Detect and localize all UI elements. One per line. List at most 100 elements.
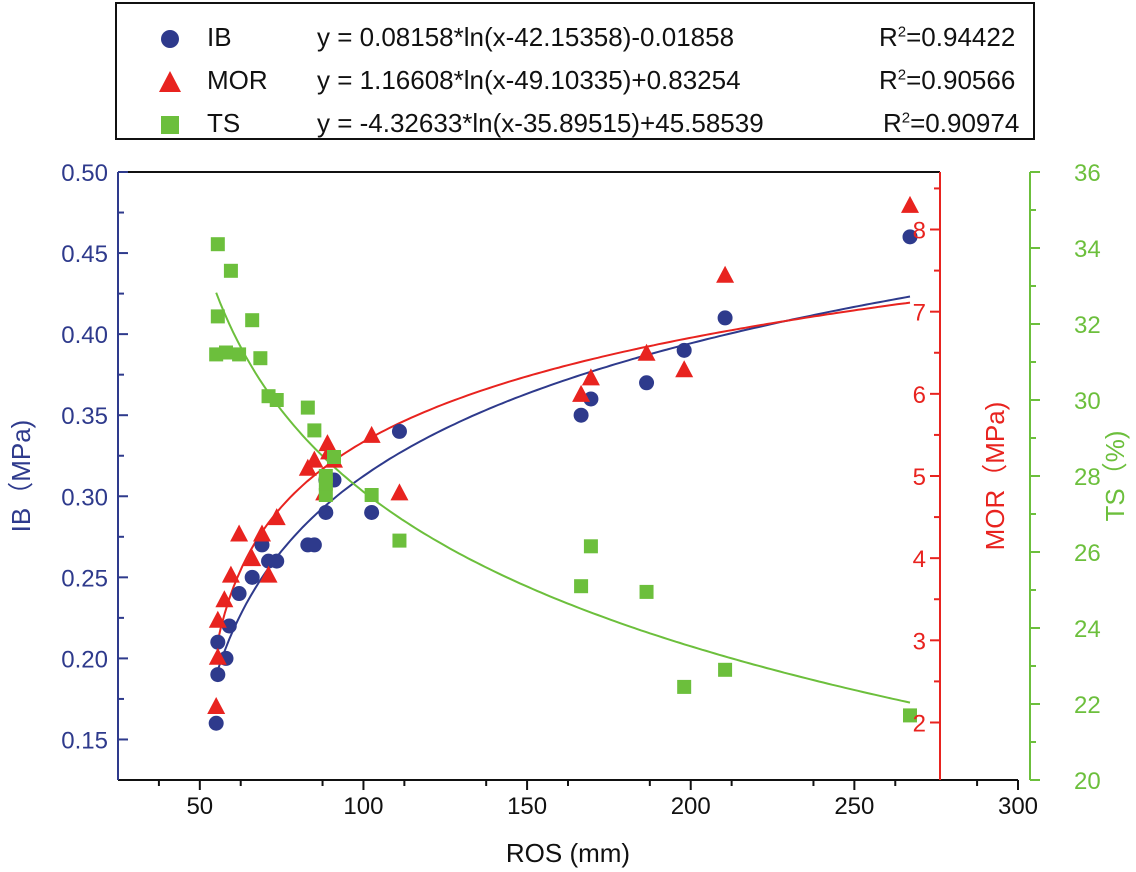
ts-axis-title: TS（%) bbox=[1100, 430, 1130, 521]
ts-tick-label: 36 bbox=[1074, 160, 1101, 187]
mor-point bbox=[581, 368, 600, 386]
legend-series-name: MOR bbox=[207, 65, 268, 95]
x-tick-label: 300 bbox=[998, 793, 1038, 820]
mor-point bbox=[215, 590, 234, 608]
ib-axis-title: IB（MPa) bbox=[6, 420, 36, 533]
mor-point bbox=[362, 425, 381, 443]
mor-point bbox=[637, 343, 656, 361]
x-tick-label: 250 bbox=[834, 793, 874, 820]
ts-point bbox=[219, 345, 233, 360]
legend-r2: R2=0.90974 bbox=[883, 108, 1020, 138]
ts-point bbox=[639, 584, 654, 599]
ib-point bbox=[210, 667, 226, 683]
data-points bbox=[207, 195, 919, 731]
mor-point bbox=[675, 360, 694, 378]
ib-tick-label: 0.20 bbox=[61, 646, 108, 673]
mor-tick-label: 5 bbox=[913, 464, 926, 491]
ib-point bbox=[269, 553, 285, 569]
mor-point bbox=[716, 265, 735, 283]
legend-r2-value: =0.94422 bbox=[906, 22, 1016, 52]
ib-tick-label: 0.40 bbox=[61, 322, 108, 349]
legend-circle-marker bbox=[161, 30, 179, 48]
ts-point bbox=[364, 488, 379, 502]
ts-tick-label: 20 bbox=[1074, 768, 1101, 795]
ts-point bbox=[318, 488, 333, 502]
x-tick-label: 200 bbox=[671, 793, 711, 820]
mor-tick-label: 7 bbox=[913, 300, 926, 327]
ts-tick-label: 22 bbox=[1074, 692, 1101, 719]
ib-point bbox=[221, 618, 237, 634]
legend-series-name: TS bbox=[207, 108, 241, 138]
legend-equation: y = 0.08158*ln(x-42.15358)-0.01858 bbox=[317, 22, 735, 52]
ib-tick-label: 0.15 bbox=[61, 727, 108, 754]
ts-point bbox=[583, 539, 598, 554]
ib-point bbox=[306, 537, 322, 553]
ts-tick-label: 32 bbox=[1074, 312, 1101, 339]
ts-tick-label: 34 bbox=[1074, 236, 1101, 263]
ts-point bbox=[223, 263, 238, 278]
legend-row-ts: TS y = -4.32633*ln(x-35.89515)+45.58539 … bbox=[117, 104, 1033, 144]
mor-point bbox=[221, 565, 240, 583]
ib-point bbox=[676, 342, 692, 358]
ts-point bbox=[718, 662, 733, 677]
ts-point bbox=[210, 309, 225, 324]
ts-point bbox=[903, 708, 917, 723]
mor-tick-label: 3 bbox=[913, 628, 926, 655]
x-tick-label: 150 bbox=[507, 793, 547, 820]
legend-triangle-marker bbox=[159, 71, 181, 92]
ib-point bbox=[318, 504, 334, 520]
mor-point bbox=[259, 565, 278, 583]
mor-point bbox=[901, 195, 919, 213]
mor-tick-label: 8 bbox=[913, 218, 926, 245]
ib-point bbox=[391, 423, 407, 439]
ts-tick-label: 30 bbox=[1074, 388, 1101, 415]
ts-point bbox=[392, 533, 407, 548]
ib-tick-label: 0.25 bbox=[61, 565, 108, 592]
x-tick-label: 50 bbox=[186, 793, 213, 820]
x-tick-label: 100 bbox=[343, 793, 383, 820]
mor-point bbox=[243, 549, 262, 567]
ib-point bbox=[573, 407, 589, 423]
ib-point bbox=[208, 715, 224, 731]
ib-tick-label: 0.35 bbox=[61, 403, 108, 430]
mor-point bbox=[208, 647, 227, 665]
legend-equation: y = -4.32633*ln(x-35.89515)+45.58539 bbox=[317, 108, 764, 138]
mor-point bbox=[305, 450, 324, 468]
mor-point bbox=[390, 483, 409, 501]
ib-tick-label: 0.45 bbox=[61, 241, 108, 268]
legend-equation: y = 1.16608*ln(x-49.10335)+0.83254 bbox=[317, 65, 741, 95]
ts-point bbox=[232, 347, 247, 362]
ib-point bbox=[902, 229, 918, 245]
legend-square-marker bbox=[161, 116, 179, 134]
legend-r2-value: =0.90974 bbox=[910, 108, 1020, 138]
mor-point bbox=[208, 610, 227, 628]
legend: IB y = 0.08158*ln(x-42.15358)-0.01858 R2… bbox=[115, 2, 1035, 140]
legend-r2-value: =0.90566 bbox=[906, 65, 1016, 95]
axes: 50 100 150 200 250 300 ROS (mm) 0.15 0.20 0.25 0.3… bbox=[6, 160, 1130, 868]
legend-r2: R2=0.94422 bbox=[879, 22, 1016, 52]
ts-point bbox=[327, 450, 341, 464]
ib-point bbox=[717, 310, 733, 326]
ts-tick-label: 26 bbox=[1074, 540, 1101, 567]
legend-series-name: IB bbox=[207, 22, 232, 52]
ts-tick-label: 24 bbox=[1074, 616, 1101, 643]
mor-point bbox=[267, 508, 286, 526]
mor-point bbox=[572, 384, 591, 402]
legend-row-mor: MOR y = 1.16608*ln(x-49.10335)+0.83254 R… bbox=[117, 61, 1033, 101]
ib-point bbox=[639, 375, 655, 391]
legend-r2: R2=0.90566 bbox=[879, 65, 1016, 95]
ib-point bbox=[583, 391, 599, 407]
mor-point bbox=[318, 434, 337, 452]
ts-point bbox=[318, 469, 333, 483]
mor-point bbox=[253, 524, 271, 542]
ib-point bbox=[364, 504, 380, 520]
ts-point bbox=[245, 313, 260, 328]
ib-tick-label: 0.30 bbox=[61, 484, 108, 511]
mor-tick-label: 4 bbox=[913, 546, 926, 573]
ib-point bbox=[244, 569, 260, 585]
ib-point bbox=[210, 634, 226, 650]
legend-row-ib: IB y = 0.08158*ln(x-42.15358)-0.01858 R2… bbox=[117, 18, 1033, 58]
ib-tick-label: 0.50 bbox=[61, 160, 108, 187]
ts-point bbox=[210, 237, 225, 252]
